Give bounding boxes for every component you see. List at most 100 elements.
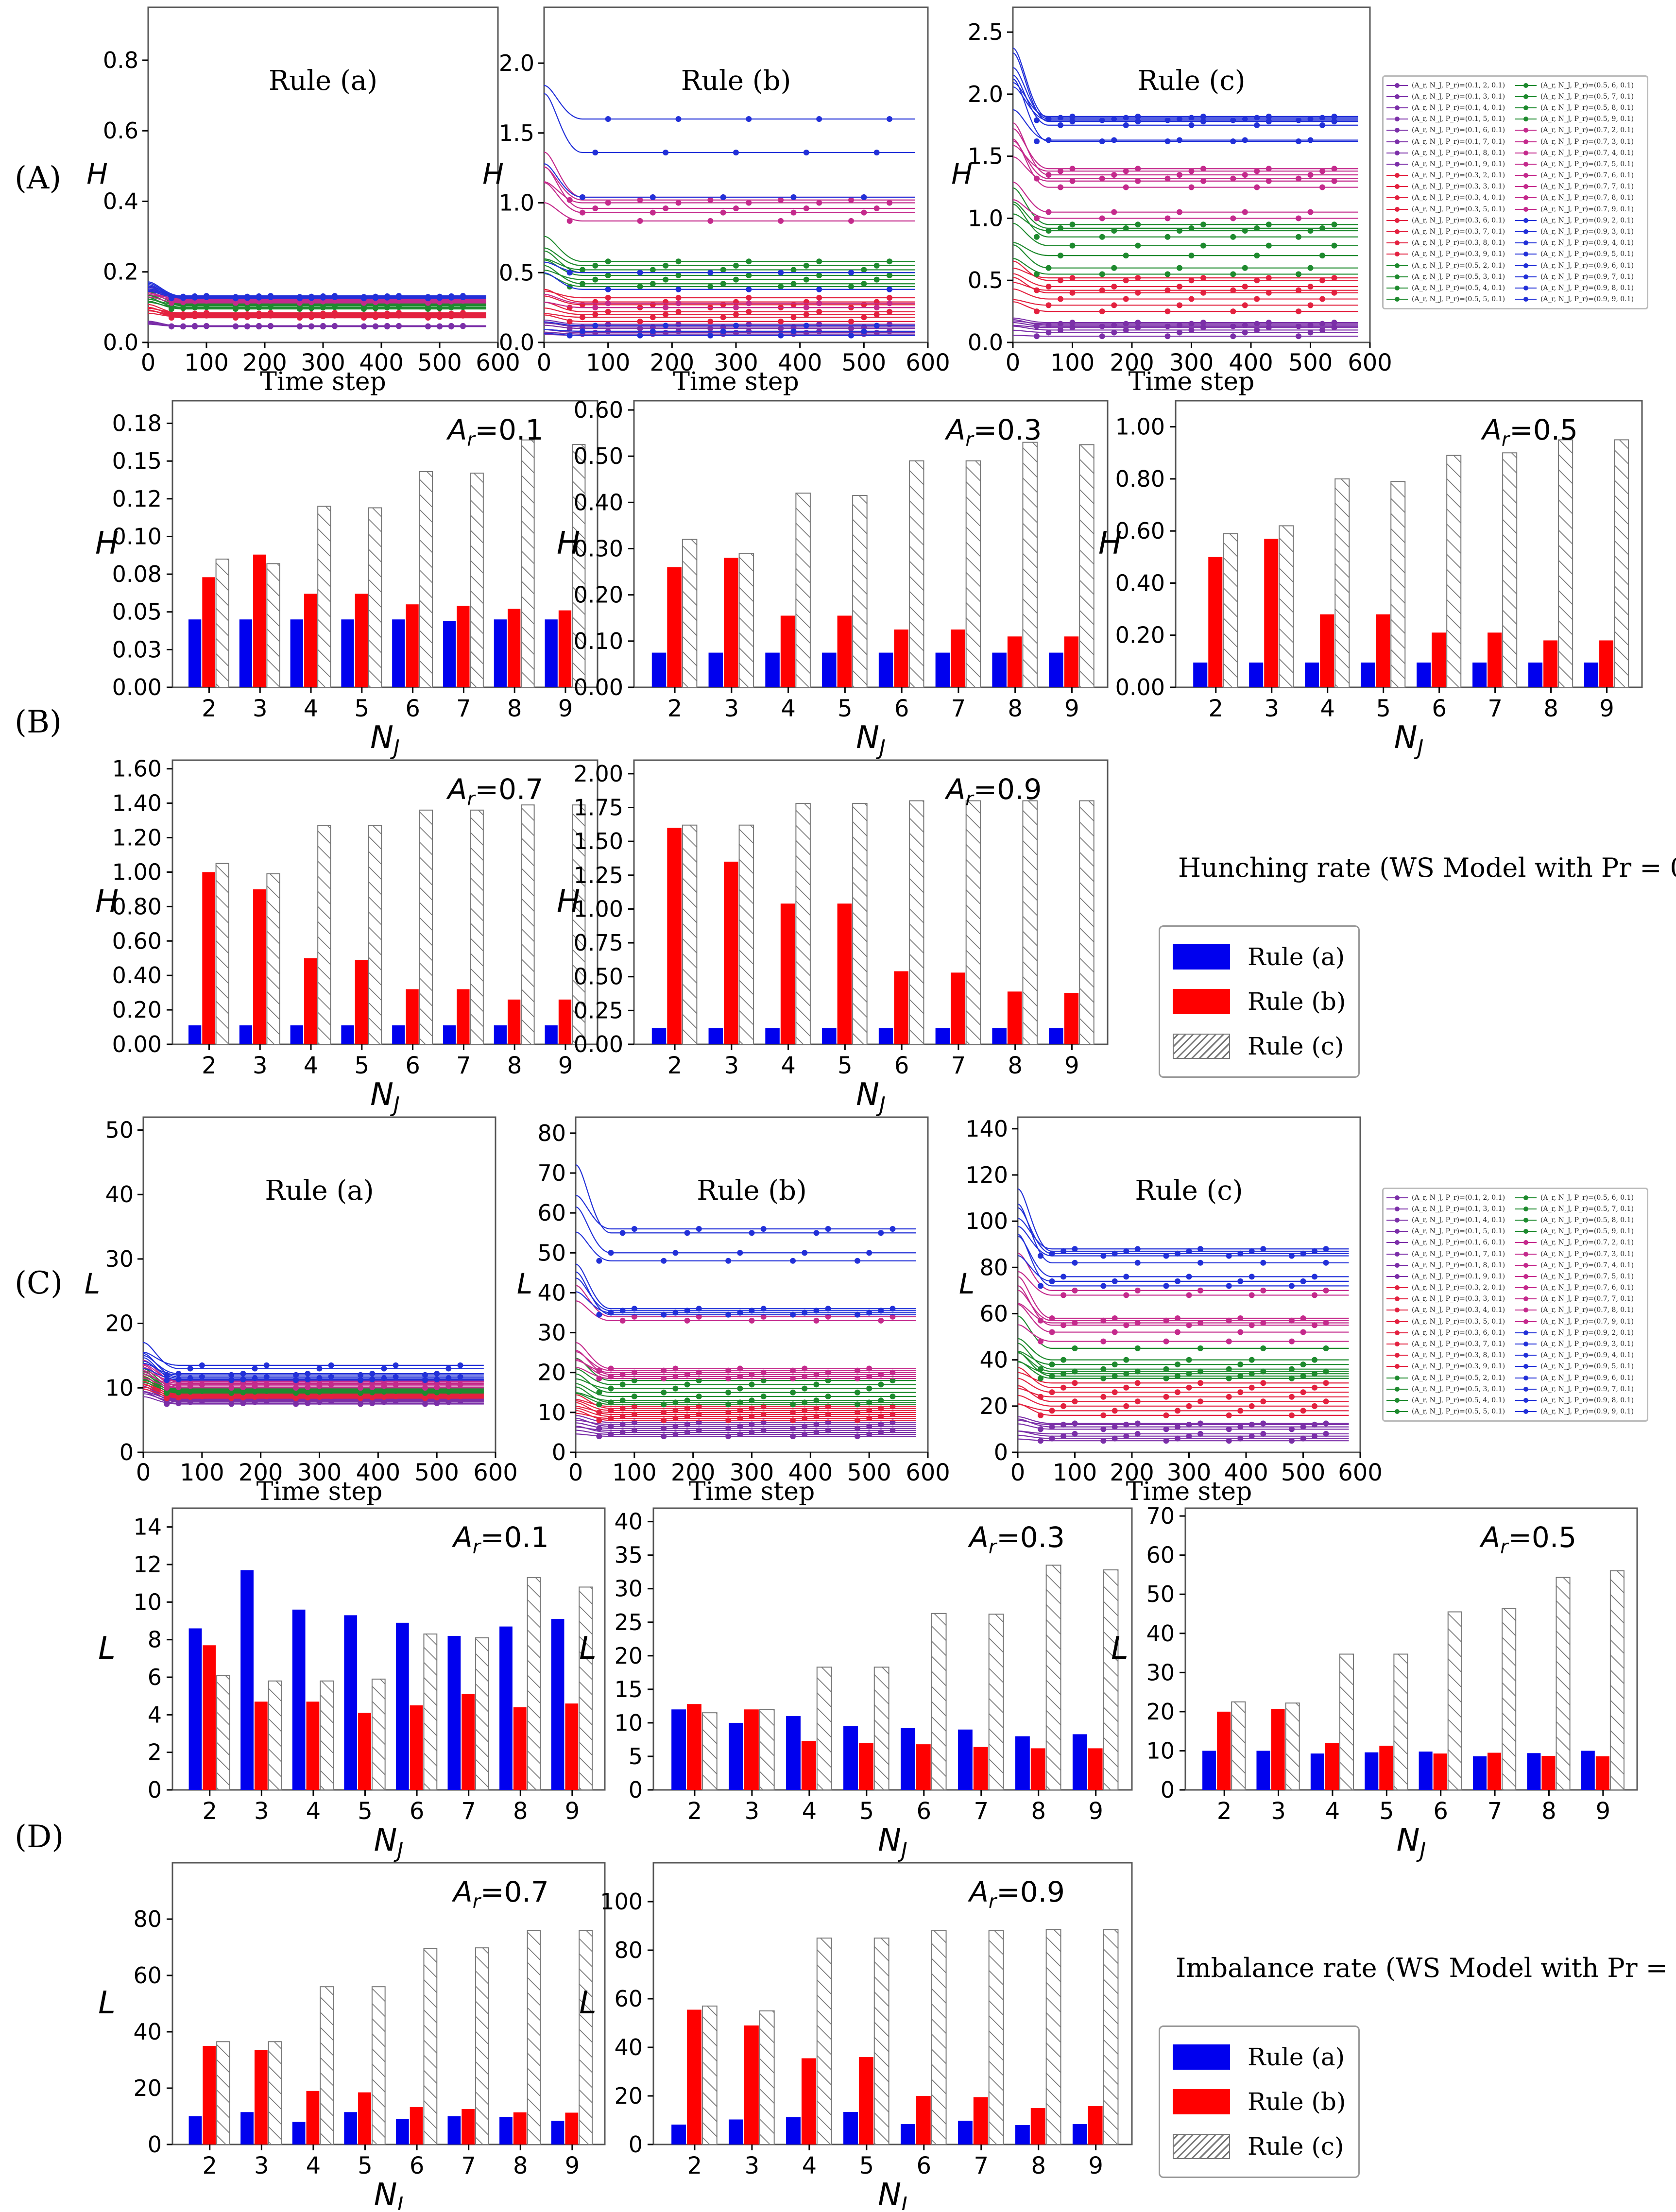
series-marker: [866, 1373, 872, 1379]
series-marker: [580, 328, 585, 334]
y-tick-label: 30: [537, 1320, 566, 1346]
series-line: [1012, 122, 1358, 176]
series-marker: [566, 318, 573, 324]
series-marker: [605, 308, 611, 315]
series-marker: [1100, 1394, 1107, 1400]
series-marker: [1289, 1253, 1295, 1259]
bar-ruleb: [837, 615, 852, 687]
series-marker: [1248, 1433, 1255, 1439]
series-legend-entry: (A_r, N_J, P_r)=(0.5, 9, 0.1): [1515, 1226, 1644, 1237]
series-marker: [369, 1384, 376, 1390]
series-marker: [813, 1317, 820, 1324]
series-legend-column: (A_r, N_J, P_r)=(0.5, 6, 0.1) (A_r, N_J, …: [1515, 80, 1644, 305]
bar-rulea: [786, 1716, 801, 1790]
series-marker: [580, 209, 585, 216]
series-marker: [1296, 308, 1301, 315]
bar-ruleb: [304, 594, 317, 687]
series-marker: [737, 1407, 743, 1413]
series-marker: [1038, 1253, 1043, 1259]
series-marker: [1237, 1250, 1244, 1257]
series-line: [1012, 242, 1358, 256]
hunching-caption: Hunching rate (WS Model with Pr = 0.1): [1178, 852, 1676, 883]
series-line: [544, 163, 915, 198]
series-marker: [1248, 1403, 1255, 1409]
series-marker: [1188, 277, 1195, 284]
series-legend-entry: (A_r, N_J, P_r)=(0.7, 8, 0.1): [1515, 192, 1644, 204]
series-legend-label: (A_r, N_J, P_r)=(0.1, 9, 0.1): [1412, 160, 1505, 168]
bar-rulea: [1049, 652, 1063, 687]
series-marker: [1319, 277, 1325, 284]
series-legend-label: (A_r, N_J, P_r)=(0.1, 2, 0.1): [1412, 81, 1505, 89]
series-marker: [1186, 1248, 1192, 1254]
series-marker: [675, 258, 682, 265]
series-legend-entry: (A_r, N_J, P_r)=(0.7, 2, 0.1): [1515, 1237, 1644, 1248]
y-tick-label: 0.4: [103, 188, 138, 214]
series-legend-entry: (A_r, N_J, P_r)=(0.3, 5, 0.1): [1386, 1316, 1515, 1327]
x-tick-label: 0: [1010, 1459, 1026, 1486]
series-marker: [358, 1372, 364, 1378]
series-legend-label: (A_r, N_J, P_r)=(0.5, 4, 0.1): [1412, 1396, 1505, 1404]
series-marker: [1188, 225, 1195, 231]
bar-rulec: [579, 1930, 593, 2145]
y-tick-label: 1.00: [112, 859, 162, 885]
x-tick-label: 9: [565, 2152, 580, 2179]
x-tick-label: 300: [297, 1459, 342, 1486]
series-marker: [1060, 1274, 1066, 1280]
series-legend-entry: (A_r, N_J, P_r)=(0.1, 5, 0.1): [1386, 114, 1515, 125]
bar-ruleb: [508, 609, 521, 687]
series-marker: [457, 1362, 463, 1368]
series-marker: [1331, 178, 1337, 184]
legend-swatch-rule-a: [1173, 944, 1230, 970]
chart-title: Rule (a): [265, 1175, 374, 1207]
series-marker: [1323, 1320, 1329, 1326]
series-legend-entry: (A_r, N_J, P_r)=(0.1, 4, 0.1): [1386, 1214, 1515, 1225]
x-tick-label: 3: [745, 2152, 760, 2179]
series-line: [575, 1415, 916, 1423]
series-marker: [1058, 184, 1063, 190]
series-marker: [1111, 228, 1117, 234]
series-marker: [1123, 1357, 1129, 1363]
series-marker: [605, 116, 611, 122]
series-marker: [889, 1427, 896, 1433]
y-tick-label: 70: [537, 1160, 566, 1186]
bar-ruleb: [306, 2091, 320, 2144]
series-line: [544, 314, 915, 322]
series-marker: [1296, 215, 1301, 221]
x-tick-label: 100: [180, 1459, 224, 1486]
series-marker: [813, 1429, 820, 1435]
series-legend-entry: (A_r, N_J, P_r)=(0.9, 7, 0.1): [1515, 1383, 1644, 1395]
bar-rulea: [729, 1722, 743, 1790]
series-legend-label: (A_r, N_J, P_r)=(0.9, 8, 0.1): [1540, 284, 1634, 292]
bar-ruleb: [1088, 1748, 1103, 1790]
series-marker: [1186, 1274, 1192, 1280]
bar-rulea: [551, 2121, 564, 2144]
bar-rulec: [1079, 800, 1095, 1045]
series-marker: [1242, 329, 1248, 336]
series-legend-entry: (A_r, N_J, P_r)=(0.1, 6, 0.1): [1386, 1237, 1515, 1248]
x-tick-label: 7: [974, 2152, 989, 2179]
series-marker: [1289, 1366, 1295, 1372]
series-legend-label: (A_r, N_J, P_r)=(0.7, 5, 0.1): [1540, 160, 1634, 168]
series-legend-entry: (A_r, N_J, P_r)=(0.3, 7, 0.1): [1386, 1338, 1515, 1349]
series-marker: [1323, 1259, 1329, 1266]
series-legend-entry: (A_r, N_J, P_r)=(0.9, 4, 0.1): [1515, 238, 1644, 249]
series-legend-label: (A_r, N_J, P_r)=(0.5, 2, 0.1): [1412, 261, 1505, 270]
series-marker: [1134, 1380, 1141, 1386]
series-marker: [813, 1397, 820, 1404]
series-marker: [663, 205, 669, 211]
series-marker: [1049, 1373, 1055, 1379]
series-marker: [1038, 1426, 1043, 1432]
bar-rulea: [1528, 663, 1543, 687]
series-marker: [1237, 1408, 1244, 1414]
x-tick-label: 3: [253, 695, 268, 722]
y-tick-label: 0.15: [112, 448, 162, 474]
x-tick-label: 400: [1224, 1459, 1268, 1486]
series-line: [575, 1342, 916, 1369]
bar-ruleb: [355, 960, 368, 1044]
y-tick-label: 0.50: [574, 443, 623, 469]
bar-ruleb: [1271, 1709, 1285, 1790]
series-legend-label: (A_r, N_J, P_r)=(0.5, 3, 0.1): [1412, 272, 1505, 281]
series-marker: [746, 286, 752, 292]
series-line: [575, 1383, 916, 1397]
